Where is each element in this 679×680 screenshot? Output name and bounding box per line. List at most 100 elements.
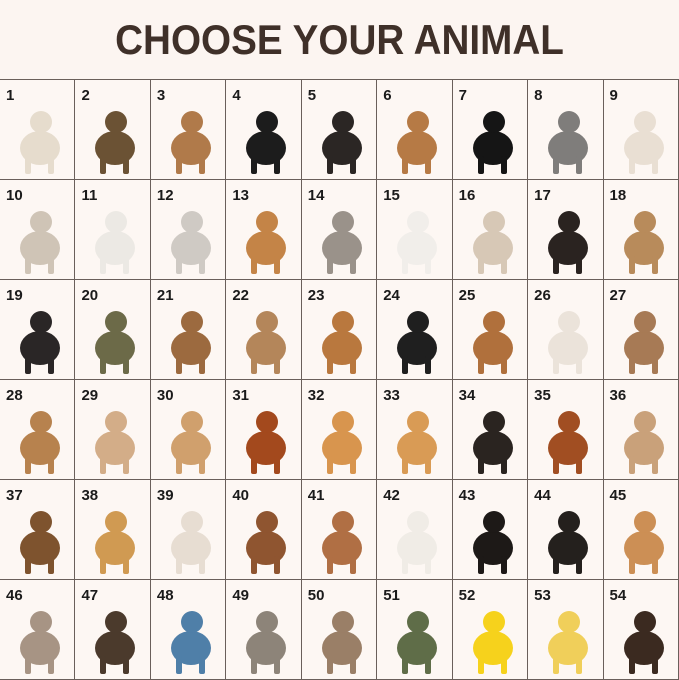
corgi-back-icon <box>321 411 362 474</box>
animal-cell[interactable]: 25 <box>452 280 529 380</box>
animal-cell[interactable]: 52 <box>452 580 529 680</box>
rottweiler-icon <box>472 511 513 574</box>
animal-cell[interactable]: 48 <box>150 580 227 680</box>
goldendoodle-icon <box>246 511 287 574</box>
animal-cell[interactable]: 36 <box>603 380 679 480</box>
gray-cat-icon <box>548 111 589 174</box>
animal-cell[interactable]: 45 <box>603 480 679 580</box>
animal-number: 49 <box>232 587 250 604</box>
animal-cell[interactable]: 8 <box>528 80 604 180</box>
animal-number: 29 <box>81 387 99 404</box>
dachshund-icon <box>548 411 589 474</box>
silver-persian-cat-icon <box>170 211 211 274</box>
tabby-white-cat-icon <box>20 211 60 274</box>
animal-cell[interactable]: 11 <box>75 180 151 280</box>
animal-cell[interactable]: 33 <box>377 380 453 480</box>
animal-cell[interactable]: 12 <box>150 180 227 280</box>
animal-cell[interactable]: 26 <box>528 280 604 380</box>
deer-icon <box>246 311 287 374</box>
animal-cell[interactable]: 22 <box>226 280 302 380</box>
animal-number: 50 <box>307 587 325 604</box>
animal-cell[interactable]: 23 <box>301 280 378 380</box>
animal-cell[interactable]: 42 <box>377 480 453 580</box>
bald-eagle-icon <box>623 611 664 674</box>
animal-cell[interactable]: 16 <box>452 180 529 280</box>
animal-cell[interactable]: 10 <box>0 180 76 280</box>
animal-cell[interactable]: 39 <box>150 480 227 580</box>
black-cat-icon <box>472 111 513 174</box>
animal-cell[interactable]: 28 <box>0 380 76 480</box>
animal-number: 36 <box>609 387 627 404</box>
animal-number: 41 <box>307 487 325 504</box>
animal-cell[interactable]: 4 <box>226 80 302 180</box>
animal-number: 54 <box>609 587 627 604</box>
animal-cell[interactable]: 54 <box>603 580 679 680</box>
brown-donkey-icon <box>321 611 362 674</box>
calico-cat-icon <box>623 111 664 174</box>
animal-cell[interactable]: 2 <box>75 80 151 180</box>
animal-cell[interactable]: 29 <box>75 380 151 480</box>
animal-number: 2 <box>81 87 90 104</box>
animal-cell[interactable]: 27 <box>603 280 679 380</box>
animal-number: 39 <box>156 487 174 504</box>
animal-cell[interactable]: 38 <box>75 480 151 580</box>
animal-cell[interactable]: 44 <box>528 480 604 580</box>
animal-cell[interactable]: 15 <box>377 180 453 280</box>
animal-cell[interactable]: 17 <box>528 180 604 280</box>
brown-bear-standing-icon <box>95 111 136 174</box>
animal-cell[interactable]: 53 <box>528 580 604 680</box>
animal-number: 8 <box>534 87 543 104</box>
jack-russell-icon <box>170 511 211 574</box>
cocker-spaniel-icon <box>246 411 287 474</box>
animal-cell[interactable]: 31 <box>226 380 302 480</box>
animal-cell[interactable]: 5 <box>301 80 378 180</box>
animal-cell[interactable]: 34 <box>452 380 529 480</box>
animal-cell[interactable]: 40 <box>226 480 302 580</box>
animal-number: 34 <box>458 387 476 404</box>
animal-number: 19 <box>6 287 23 304</box>
animal-cell[interactable]: 30 <box>150 380 227 480</box>
animal-number: 16 <box>458 187 476 204</box>
animal-cell[interactable]: 6 <box>377 80 453 180</box>
animal-number: 42 <box>383 487 400 504</box>
animal-number: 35 <box>534 387 551 404</box>
animal-number: 48 <box>156 587 174 604</box>
animal-number: 24 <box>383 287 400 304</box>
animal-cell[interactable]: 1 <box>0 80 76 180</box>
animal-cell[interactable]: 51 <box>377 580 453 680</box>
cow-icon <box>20 311 60 374</box>
animal-cell[interactable]: 43 <box>452 480 529 580</box>
animal-number: 37 <box>6 487 23 504</box>
animal-number: 23 <box>307 287 325 304</box>
animal-number: 22 <box>232 287 250 304</box>
animal-cell[interactable]: 46 <box>0 580 76 680</box>
white-persian-cat-icon <box>95 211 136 274</box>
animal-cell[interactable]: 41 <box>301 480 378 580</box>
animal-number: 47 <box>81 587 99 604</box>
animal-cell[interactable]: 47 <box>75 580 151 680</box>
animal-cell[interactable]: 50 <box>301 580 378 680</box>
animal-cell[interactable]: 32 <box>301 380 378 480</box>
animal-cell[interactable]: 7 <box>452 80 529 180</box>
dragon-icon <box>397 611 438 674</box>
animal-cell[interactable]: 19 <box>0 280 76 380</box>
animal-number: 33 <box>383 387 400 404</box>
animal-number: 18 <box>609 187 627 204</box>
animal-cell[interactable]: 24 <box>377 280 453 380</box>
animal-cell[interactable]: 49 <box>226 580 302 680</box>
animal-cell[interactable]: 9 <box>603 80 679 180</box>
animal-grid: 1 2 3 4 5 6 7 8 9 10 11 12 13 14 15 16 17 18 19 20 21 22 23 24 2… <box>0 79 679 680</box>
animal-cell[interactable]: 21 <box>150 280 227 380</box>
white-poodle-icon <box>397 511 438 574</box>
animal-number: 43 <box>458 487 476 504</box>
dolphin-icon <box>170 611 211 674</box>
animal-cell[interactable]: 3 <box>150 80 227 180</box>
animal-cell[interactable]: 37 <box>0 480 76 580</box>
animal-cell[interactable]: 14 <box>301 180 378 280</box>
animal-number: 11 <box>81 187 98 204</box>
animal-cell[interactable]: 13 <box>226 180 302 280</box>
animal-cell[interactable]: 20 <box>75 280 151 380</box>
animal-cell[interactable]: 35 <box>528 380 604 480</box>
animal-cell[interactable]: 18 <box>603 180 679 280</box>
english-bulldog-icon <box>623 311 664 374</box>
